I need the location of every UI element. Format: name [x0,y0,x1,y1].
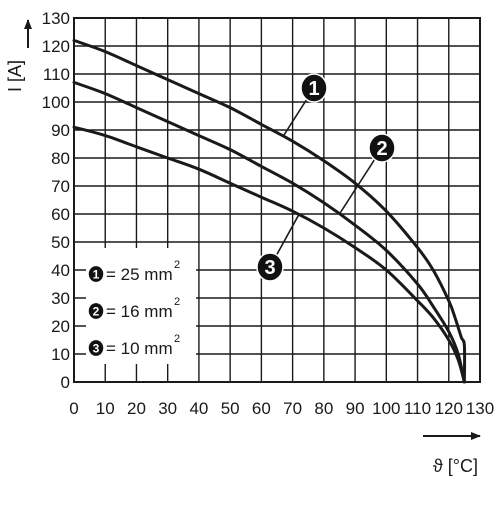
callout-bubble-number: 3 [264,257,275,279]
legend-item: 3 = 10 mm 2 [87,333,180,358]
series-3-line [72,125,466,384]
legend-superscript: 2 [174,296,180,308]
legend-marker-number: 1 [93,267,100,281]
x-tick-label: 60 [252,399,271,418]
legend-label: = 16 mm [106,302,173,321]
axis-titles: I [A] ϑ [°C] [5,19,481,476]
x-tick-label: 100 [372,399,400,418]
x-tick-label: 10 [96,399,115,418]
series-1-line [72,38,467,384]
legend-marker-number: 3 [93,341,100,355]
x-axis-label: ϑ [°C] [433,456,478,476]
y-tick-label: 0 [61,373,70,392]
y-tick-label: 70 [51,177,70,196]
y-axis-label: I [A] [5,60,25,92]
x-tick-label: 80 [314,399,333,418]
callout-3: 3 [256,214,300,282]
legend-marker-circle [87,301,105,321]
callout-1: 1 [282,73,328,137]
x-tick-label: 50 [221,399,240,418]
tick-labels: 0 10 20 30 40 50 60 70 80 90 100 110 120 130010203040… [42,9,495,418]
legend-superscript: 2 [174,259,180,271]
callout-bubble-circle [256,252,284,282]
x-tick-label: 0 [69,399,78,418]
y-tick-label: 60 [51,205,70,224]
callout-2: 2 [338,133,396,215]
x-tick-label: 90 [346,399,365,418]
legend-box [86,248,196,364]
y-tick-label: 80 [51,149,70,168]
x-tick-label: 30 [158,399,177,418]
legend-label: = 25 mm [106,265,173,284]
y-tick-label: 50 [51,233,70,252]
callout-bubble-circle [368,133,396,163]
legend-item: 2 = 16 mm 2 [87,296,180,321]
legend-marker-circle [87,264,105,284]
callout-bubble-number: 1 [308,78,319,100]
series-2-line [72,80,466,384]
legend-label: = 10 mm [106,339,173,358]
y-tick-label: 40 [51,261,70,280]
y-tick-label: 20 [51,317,70,336]
x-tick-label: 130 [466,399,494,418]
x-tick-label: 20 [127,399,146,418]
y-tick-label: 10 [51,345,70,364]
y-tick-label: 30 [51,289,70,308]
series-layer [72,38,467,384]
plot-border [73,17,481,383]
legend: 1 = 25 mm 22 = 16 mm 23 = 10 mm 2 [86,248,196,364]
x-tick-label: 110 [404,399,431,418]
series-callouts: 1 2 3 [256,73,396,282]
y-tick-label: 110 [43,65,70,84]
legend-marker-circle [87,338,105,358]
legend-superscript: 2 [174,333,180,345]
y-tick-label: 120 [42,37,70,56]
x-tick-label: 70 [283,399,302,418]
y-tick-label: 130 [42,9,70,28]
plot-frame [73,17,481,383]
legend-item: 1 = 25 mm 2 [87,259,180,284]
y-tick-label: 90 [51,121,70,140]
callout-bubble-circle [300,73,328,103]
callout-bubble-number: 2 [376,138,387,160]
x-tick-label: 120 [435,399,463,418]
y-tick-label: 100 [42,93,70,112]
legend-marker-number: 2 [93,304,100,318]
x-tick-label: 40 [189,399,208,418]
